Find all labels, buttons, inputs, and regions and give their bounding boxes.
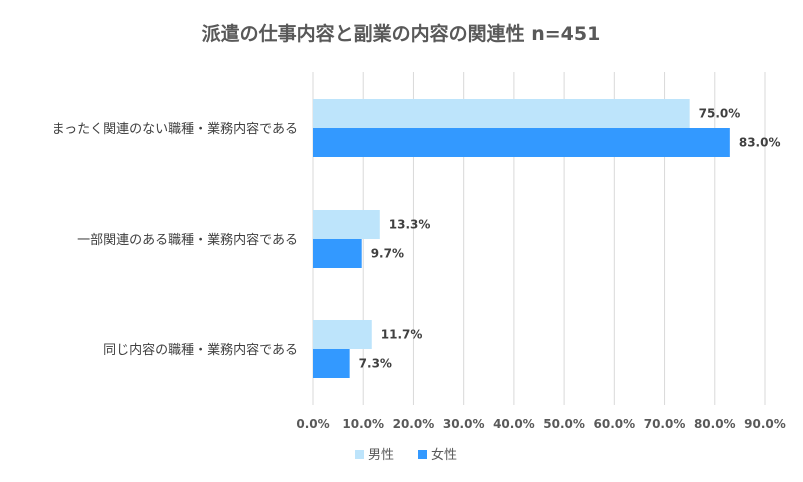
chart-title: 派遣の仕事内容と副業の内容の関連性 n=451 [202,22,601,45]
legend-swatch [355,450,364,459]
category-label: 同じ内容の職種・業務内容である [103,342,298,358]
x-tick-label: 10.0% [342,417,384,431]
legend-swatch [418,450,427,459]
bar [313,128,730,157]
bar [313,239,362,268]
x-tick-label: 80.0% [694,417,736,431]
x-tick-label: 90.0% [744,417,786,431]
data-label: 11.7% [381,328,423,342]
bar [313,99,690,128]
bars [313,99,730,378]
bar [313,320,372,349]
data-label: 9.7% [371,247,404,261]
x-tick-label: 70.0% [644,417,686,431]
x-tick-label: 50.0% [543,417,585,431]
x-tick-label: 20.0% [393,417,435,431]
category-label: まったく関連のない職種・業務内容である [52,121,298,137]
data-labels: 75.0% 83.0% 13.3% 9.7% 11.7% 7.3% [359,107,781,371]
bar [313,210,380,239]
category-label: 一部関連のある職種・業務内容である [77,232,298,248]
bar [313,349,350,378]
legend-label: 女性 [431,447,457,463]
legend: 男性 女性 [355,447,457,463]
x-tick-label: 40.0% [493,417,535,431]
x-tick-label: 60.0% [594,417,636,431]
data-label: 83.0% [739,136,781,150]
legend-label: 男性 [368,448,394,463]
category-labels: まったく関連のない職種・業務内容である一部関連のある職種・業務内容である同じ内容… [52,121,298,358]
x-tick-label: 30.0% [443,417,485,431]
x-axis-ticks: 0.0% 10.0% 20.0% 30.0% 40.0% 50.0% 60.0% 70.0% 8… [296,417,785,431]
data-label: 13.3% [389,218,431,232]
data-label: 75.0% [699,107,741,121]
data-label: 7.3% [359,357,392,371]
x-tick-label: 0.0% [296,417,329,431]
